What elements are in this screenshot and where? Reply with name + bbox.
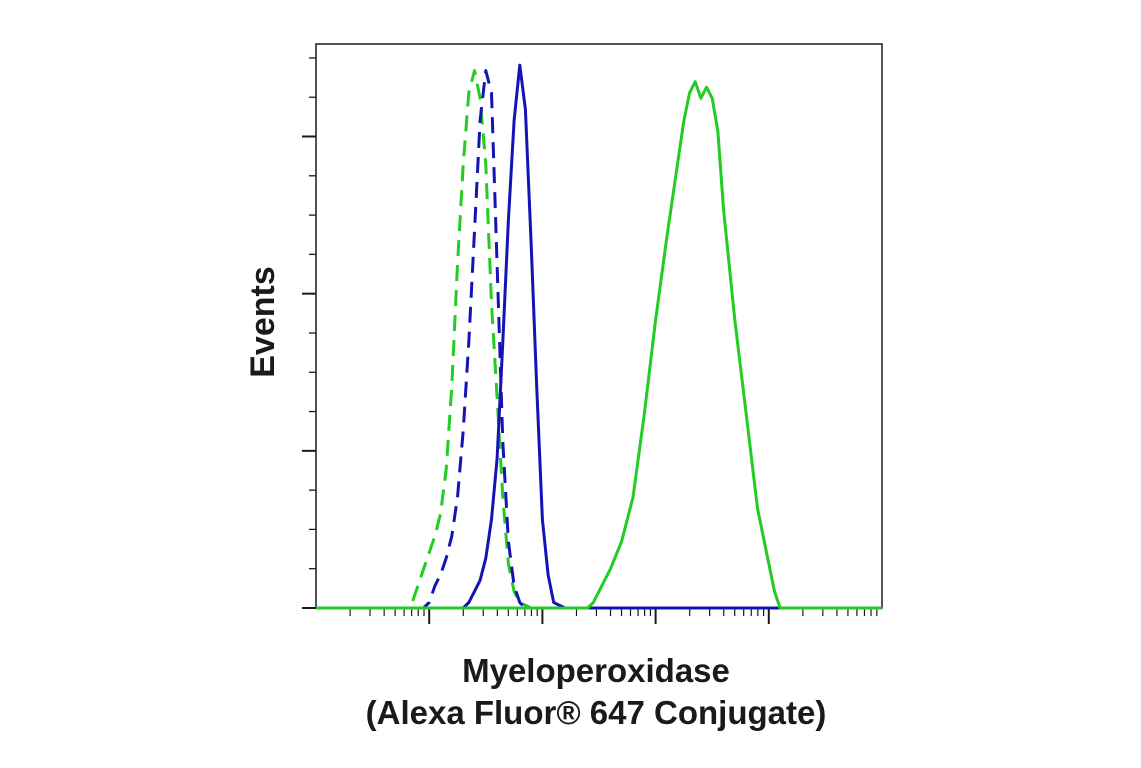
- x-axis-title-line2: (Alexa Fluor® 647 Conjugate): [366, 694, 827, 731]
- y-axis-title: Events: [244, 266, 282, 378]
- series-line-3: [316, 63, 882, 610]
- x-axis-ticks: [349, 608, 878, 624]
- x-axis-title-line1: Myeloperoxidase: [462, 652, 730, 689]
- plot-frame: [315, 43, 883, 609]
- series-line-1: [316, 69, 882, 610]
- series-line-4: [316, 80, 882, 610]
- y-axis-ticks: [302, 57, 316, 609]
- series-line-2: [316, 69, 882, 610]
- series-layer: [316, 63, 882, 610]
